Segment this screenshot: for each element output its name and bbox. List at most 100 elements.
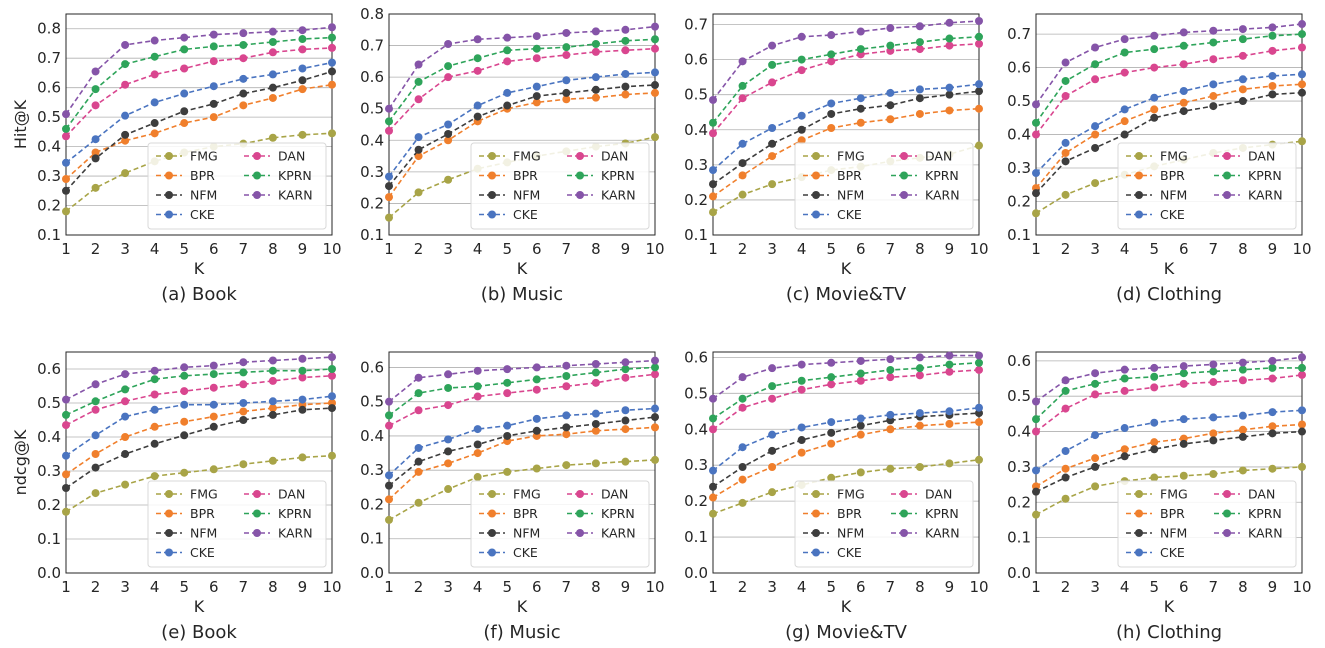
data-point [532, 32, 541, 41]
data-point [503, 467, 512, 476]
y-tick-label: 0.1 [1007, 226, 1031, 244]
data-point [121, 136, 130, 145]
data-point [591, 73, 600, 82]
data-point [385, 182, 393, 191]
legend-entry-nfm: NFM [803, 188, 864, 203]
data-point [738, 403, 747, 412]
data-point [121, 450, 130, 458]
legend-marker [576, 152, 584, 160]
legend-marker [165, 548, 173, 557]
data-point [1032, 427, 1040, 436]
data-point [915, 85, 924, 94]
x-tick-label: 9 [945, 240, 955, 258]
data-point [1032, 189, 1040, 198]
y-tick-label: 0.8 [360, 5, 384, 23]
data-point [562, 76, 571, 85]
data-point [975, 39, 983, 48]
legend-entry-cke: CKE [803, 207, 862, 222]
data-point [268, 27, 277, 36]
data-point [209, 412, 218, 421]
data-point [444, 485, 453, 494]
data-point [1179, 415, 1188, 424]
data-point [532, 464, 541, 473]
data-point [239, 40, 248, 49]
data-point [121, 370, 130, 379]
data-point [709, 493, 717, 502]
data-point [385, 411, 393, 420]
chart-panel: 0.1 0.2 0.3 0.4 0.5 0.6 0.7 1 2 3 4 5 6 7 8 9 10 FMG BPR NF… [1007, 13, 1312, 305]
panel-caption: (f) Music [483, 622, 560, 643]
data-point [239, 358, 248, 367]
data-point [180, 371, 189, 380]
data-point [62, 110, 70, 119]
data-point [209, 82, 218, 91]
data-point [1120, 68, 1129, 77]
series-line [65, 47, 333, 137]
y-tick-label: 0.0 [1007, 564, 1031, 582]
legend-label: BPR [190, 506, 215, 521]
y-tick-label: 0.2 [360, 495, 384, 513]
data-point [385, 397, 393, 406]
data-point [591, 93, 600, 102]
panel-caption: (e) Book [161, 622, 237, 643]
series-line [712, 83, 980, 171]
legend-entry-kprn: KPRN [1214, 506, 1282, 521]
x-tick-label: 6 [209, 578, 219, 596]
data-point [532, 385, 541, 394]
data-point [503, 378, 512, 387]
y-tick-label: 0.7 [684, 16, 708, 34]
data-point [62, 186, 70, 195]
x-tick-label: 10 [969, 240, 988, 258]
series-line [388, 92, 656, 198]
legend-box [147, 142, 327, 230]
data-point [827, 428, 836, 437]
series-line [1035, 33, 1303, 124]
legend-label: CKE [1160, 207, 1185, 222]
x-tick-label: 1 [708, 578, 718, 596]
x-tick-label: 9 [1268, 240, 1278, 258]
data-point [1209, 429, 1218, 438]
y-tick-label: 0.5 [37, 108, 61, 126]
y-tick-label: 0.3 [684, 456, 708, 474]
data-point [1179, 60, 1188, 69]
data-point [709, 466, 717, 475]
data-point [91, 148, 100, 157]
y-tick-label: 0.3 [37, 462, 61, 480]
x-tick-label: 2 [1061, 240, 1071, 258]
y-tick-label: 0.6 [37, 79, 61, 97]
data-point [532, 414, 541, 423]
data-point [91, 450, 100, 458]
data-point [768, 430, 777, 439]
legend-marker [1135, 490, 1143, 498]
data-point [915, 371, 924, 380]
data-point [621, 457, 630, 466]
data-point [768, 41, 777, 50]
data-point [121, 412, 130, 421]
legend-marker [900, 529, 908, 537]
data-point [1209, 80, 1218, 89]
legend-marker [900, 171, 908, 180]
data-point [1091, 431, 1100, 440]
x-tick-label: 10 [1292, 578, 1311, 596]
series-fmg [709, 455, 983, 518]
data-point [180, 33, 189, 42]
data-point [945, 90, 954, 99]
legend-entry-fmg: FMG [803, 149, 865, 164]
data-point [768, 382, 777, 391]
data-point [298, 76, 307, 85]
legend-label: CKE [837, 545, 862, 560]
data-point [1091, 390, 1100, 399]
data-point [1179, 439, 1188, 448]
data-point [915, 421, 924, 430]
x-tick-label: 4 [797, 578, 807, 596]
y-tick-label: 0.5 [684, 384, 708, 402]
data-point [150, 98, 159, 107]
data-point [385, 515, 393, 524]
x-tick-label: 7 [886, 240, 896, 258]
data-point [915, 94, 924, 103]
data-point [1238, 85, 1247, 94]
x-tick-label: 3 [767, 240, 777, 258]
data-point [709, 425, 717, 434]
y-tick-label: 0.3 [360, 163, 384, 181]
data-point [121, 40, 130, 49]
